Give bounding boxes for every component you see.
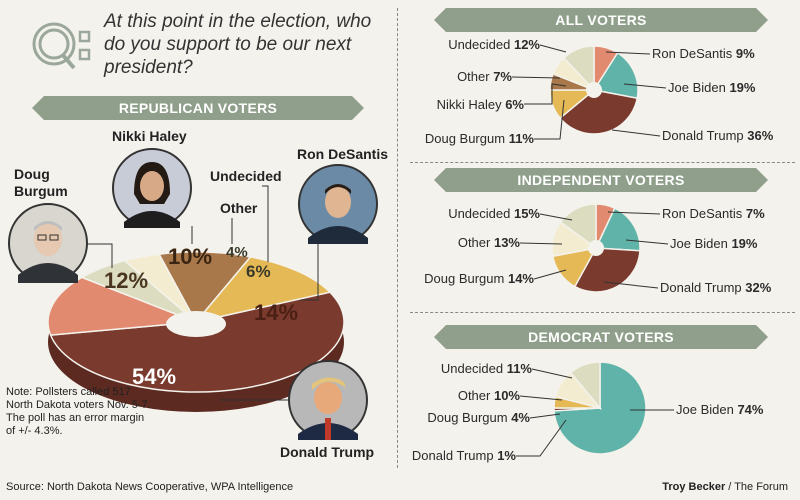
ind-label-biden: Joe Biden 19% bbox=[670, 236, 758, 251]
all-label-other: Other 7% bbox=[457, 69, 512, 84]
rep-pct-undecided: 6% bbox=[246, 262, 271, 281]
vertical-divider bbox=[397, 8, 398, 468]
rep-slice-nikki-haley bbox=[158, 251, 252, 324]
portrait-haley bbox=[112, 148, 192, 228]
rep-pct-burgum: 12% bbox=[104, 268, 149, 293]
rep-slice-donald-trump bbox=[49, 291, 345, 393]
dem-label-undecided: Undecided 11% bbox=[440, 361, 532, 376]
credit-name: Troy Becker bbox=[662, 481, 726, 493]
all-slice-undecided bbox=[562, 45, 595, 92]
rep-name-trump: Donald Trump bbox=[280, 444, 375, 460]
divider-all-independent bbox=[410, 162, 795, 163]
ind-slice-donald-trump bbox=[573, 247, 641, 293]
ind-label-trump: Donald Trump 32% bbox=[660, 280, 772, 295]
all-donut-hole bbox=[586, 82, 602, 98]
donut-hole bbox=[166, 311, 226, 337]
portrait-desantis bbox=[298, 164, 378, 244]
dem-label-burgum: Doug Burgum 4% bbox=[427, 410, 530, 425]
independent-ribbon: INDEPENDENT VOTERS bbox=[434, 168, 768, 192]
rep-pct-other: 4% bbox=[226, 244, 248, 261]
all-label-trump: Donald Trump 36% bbox=[662, 128, 774, 143]
all-label-desantis: Ron DeSantis 9% bbox=[652, 46, 755, 61]
q-glyph-icon bbox=[32, 22, 91, 70]
ind-label-other: Other 13% bbox=[457, 235, 520, 250]
rep-pct-trump: 54% bbox=[132, 364, 177, 389]
all-label-biden: Joe Biden 19% bbox=[668, 80, 756, 95]
rep-name-other: Other bbox=[220, 200, 258, 216]
all-slice-joe-biden bbox=[592, 51, 639, 100]
dem-label-other: Other 10% bbox=[457, 388, 520, 403]
credit-org: / The Forum bbox=[725, 481, 788, 493]
portrait-burgum bbox=[8, 203, 88, 283]
ind-label-burgum: Doug Burgum 14% bbox=[424, 271, 534, 286]
all-slice-donald-trump bbox=[559, 89, 639, 135]
rep-name-undecided: Undecided bbox=[210, 168, 282, 184]
dem-slice-undecided bbox=[569, 361, 601, 411]
rep-name-burgum: Doug Burgum bbox=[14, 166, 68, 199]
democrat-ribbon: DEMOCRAT VOTERS bbox=[434, 325, 768, 349]
all-ribbon: ALL VOTERS bbox=[434, 8, 768, 32]
portrait-trump bbox=[288, 360, 368, 440]
ind-slice-undecided bbox=[559, 203, 597, 250]
dem-label-trump: Donald Trump 1% bbox=[411, 448, 516, 463]
rep-slice-doug-burgum bbox=[194, 256, 332, 324]
all-label-undecided: Undecided 12% bbox=[448, 37, 540, 52]
poll-note: Note: Pollsters called 517 North Dakota … bbox=[6, 386, 151, 437]
divider-independent-democrat bbox=[410, 312, 795, 313]
rep-name-desantis: Ron DeSantis bbox=[297, 146, 389, 162]
dem-label-biden: Joe Biden 74% bbox=[676, 402, 764, 417]
all-label-burgum: Doug Burgum 11% bbox=[424, 131, 534, 146]
ind-label-undecided: Undecided 15% bbox=[448, 206, 540, 221]
all-label-haley: Nikki Haley 6% bbox=[436, 97, 524, 112]
credit-line: Troy Becker / The Forum bbox=[662, 481, 788, 493]
rep-pct-desantis: 14% bbox=[254, 300, 299, 325]
question-heading: At this point in the election, who do yo… bbox=[104, 11, 372, 78]
ind-label-desantis: Ron DeSantis 7% bbox=[662, 206, 765, 221]
rep-pct-haley: 10% bbox=[168, 244, 213, 269]
republican-ribbon: REPUBLICAN VOTERS bbox=[32, 96, 364, 120]
source-line: Source: North Dakota News Cooperative, W… bbox=[6, 481, 294, 493]
ind-donut-hole bbox=[588, 240, 604, 256]
rep-name-haley: Nikki Haley bbox=[112, 128, 187, 144]
